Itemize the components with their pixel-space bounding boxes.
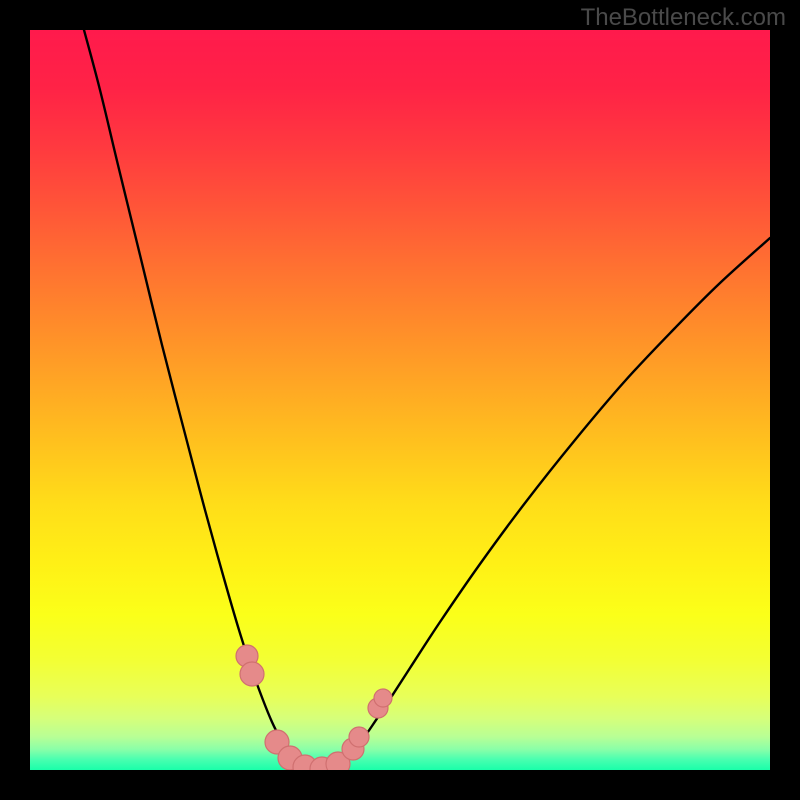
data-marker [240, 662, 264, 686]
data-marker [349, 727, 369, 747]
plot-background [30, 30, 770, 770]
data-marker [374, 689, 392, 707]
watermark-text: TheBottleneck.com [581, 4, 786, 32]
